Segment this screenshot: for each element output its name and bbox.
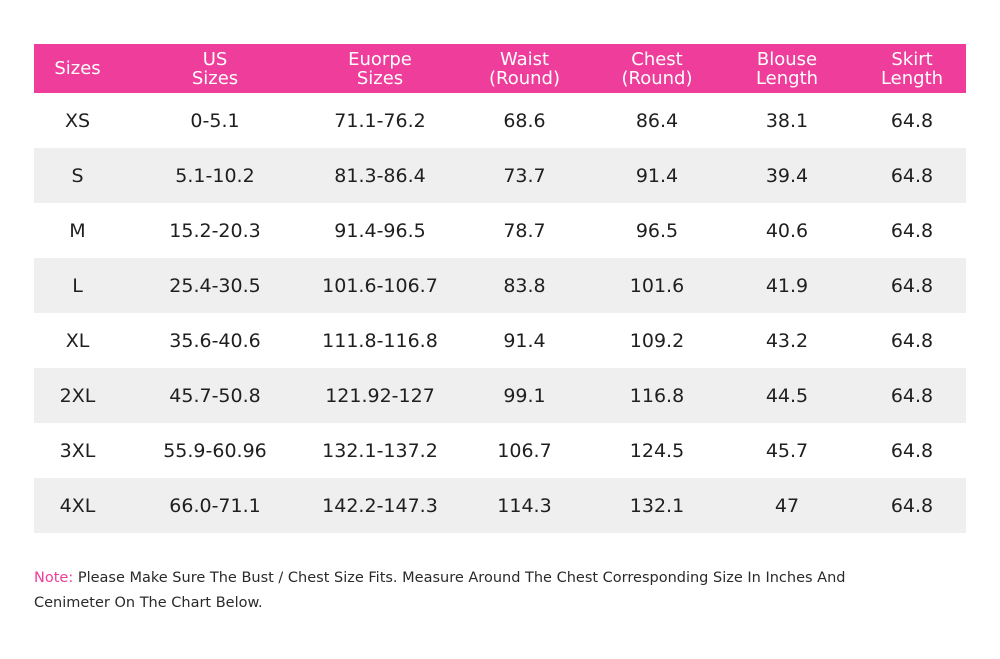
cell-skirt-length: 64.8 — [858, 258, 966, 313]
table-row: L 25.4-30.5 101.6-106.7 83.8 101.6 41.9 64.8 — [34, 258, 966, 313]
cell-waist: 73.7 — [451, 148, 598, 203]
header-europe-sizes: Euorpe Sizes — [309, 44, 451, 93]
cell-europe-size: 101.6-106.7 — [309, 258, 451, 313]
cell-waist: 106.7 — [497, 439, 552, 462]
table-header-row: Sizes US Sizes Euorpe Sizes Waist (Round) C… — [34, 44, 966, 93]
cell-chest: 101.6 — [598, 258, 716, 313]
cell-chest: 96.5 — [635, 219, 679, 242]
cell-us-size: 66.0-71.1 — [121, 478, 309, 533]
header-chest: Chest (Round) — [598, 44, 716, 93]
cell-blouse-length: 45.7 — [765, 439, 809, 462]
cell-blouse-length: 47 — [716, 478, 858, 533]
cell-us-size: 15.2-20.3 — [169, 219, 261, 242]
cell-us-size: 0-5.1 — [190, 109, 240, 132]
cell-europe-size: 111.8-116.8 — [322, 329, 438, 352]
header-blouse-length: Blouse Length — [716, 44, 858, 93]
table-row: 4XL 66.0-71.1 142.2-147.3 114.3 132.1 47 64.8 — [34, 478, 966, 533]
cell-blouse-length: 41.9 — [716, 258, 858, 313]
cell-skirt-length: 64.8 — [858, 478, 966, 533]
cell-blouse-length: 40.6 — [765, 219, 809, 242]
cell-skirt-length: 64.8 — [858, 368, 966, 423]
cell-europe-size: 132.1-137.2 — [322, 439, 438, 462]
cell-blouse-length: 43.2 — [765, 329, 809, 352]
cell-size: XS — [64, 109, 91, 132]
cell-waist: 68.6 — [503, 109, 546, 132]
note-text: Note: Please Make Sure The Bust / Chest … — [34, 566, 884, 616]
cell-chest: 109.2 — [629, 329, 685, 352]
cell-skirt-length: 64.8 — [858, 148, 966, 203]
cell-us-size: 35.6-40.6 — [169, 329, 261, 352]
cell-size: M — [69, 219, 86, 242]
cell-skirt-length: 64.8 — [890, 329, 934, 352]
size-chart-table: Sizes US Sizes Euorpe Sizes Waist (Round) C… — [34, 44, 966, 533]
table-row: 2XL 45.7-50.8 121.92-127 99.1 116.8 44.5 64.8 — [34, 368, 966, 423]
table-row: S 5.1-10.2 81.3-86.4 73.7 91.4 39.4 64.8 — [34, 148, 966, 203]
cell-skirt-length: 64.8 — [890, 439, 934, 462]
cell-us-size: 5.1-10.2 — [121, 148, 309, 203]
cell-size: XL — [65, 329, 90, 352]
cell-us-size: 45.7-50.8 — [121, 368, 309, 423]
table-body: XS 0-5.1 71.1-76.2 68.6 86.4 38.1 64.8 S 5.1-10.… — [34, 93, 966, 533]
cell-size: S — [34, 148, 121, 203]
cell-waist: 114.3 — [451, 478, 598, 533]
cell-waist: 99.1 — [451, 368, 598, 423]
table-row: XS 0-5.1 71.1-76.2 68.6 86.4 38.1 64.8 — [34, 93, 966, 148]
cell-us-size: 25.4-30.5 — [121, 258, 309, 313]
cell-waist: 91.4 — [503, 329, 546, 352]
cell-blouse-length: 39.4 — [716, 148, 858, 203]
cell-blouse-length: 44.5 — [716, 368, 858, 423]
cell-chest: 116.8 — [598, 368, 716, 423]
cell-europe-size: 142.2-147.3 — [309, 478, 451, 533]
table-row: M 15.2-20.3 91.4-96.5 78.7 96.5 40.6 64.8 — [34, 203, 966, 258]
cell-chest: 124.5 — [629, 439, 685, 462]
cell-chest: 91.4 — [598, 148, 716, 203]
cell-size: 3XL — [59, 439, 96, 462]
cell-us-size: 55.9-60.96 — [163, 439, 267, 462]
cell-skirt-length: 64.8 — [890, 219, 934, 242]
cell-waist: 83.8 — [451, 258, 598, 313]
header-skirt-length: Skirt Length — [858, 44, 966, 93]
cell-europe-size: 81.3-86.4 — [309, 148, 451, 203]
header-us-sizes: US Sizes — [121, 44, 309, 93]
header-waist: Waist (Round) — [451, 44, 598, 93]
table-row: XL 35.6-40.6 111.8-116.8 91.4 109.2 43.2 64.8 — [34, 313, 966, 368]
table-row: 3XL 55.9-60.96 132.1-137.2 106.7 124.5 45.7 64… — [34, 423, 966, 478]
cell-blouse-length: 38.1 — [765, 109, 809, 132]
cell-europe-size: 91.4-96.5 — [334, 219, 426, 242]
cell-europe-size: 121.92-127 — [309, 368, 451, 423]
cell-size: 4XL — [34, 478, 121, 533]
note-line-1: Please Make Sure The Bust / Chest Size F… — [77, 570, 846, 586]
cell-europe-size: 71.1-76.2 — [334, 109, 426, 132]
note-line-2: Cenimeter On The Chart Below. — [34, 595, 263, 611]
cell-chest: 132.1 — [598, 478, 716, 533]
header-sizes: Sizes — [34, 44, 121, 93]
cell-waist: 78.7 — [503, 219, 546, 242]
note-label: Note: — [34, 570, 74, 586]
cell-size: 2XL — [34, 368, 121, 423]
cell-size: L — [34, 258, 121, 313]
cell-chest: 86.4 — [635, 109, 679, 132]
cell-skirt-length: 64.8 — [890, 109, 934, 132]
